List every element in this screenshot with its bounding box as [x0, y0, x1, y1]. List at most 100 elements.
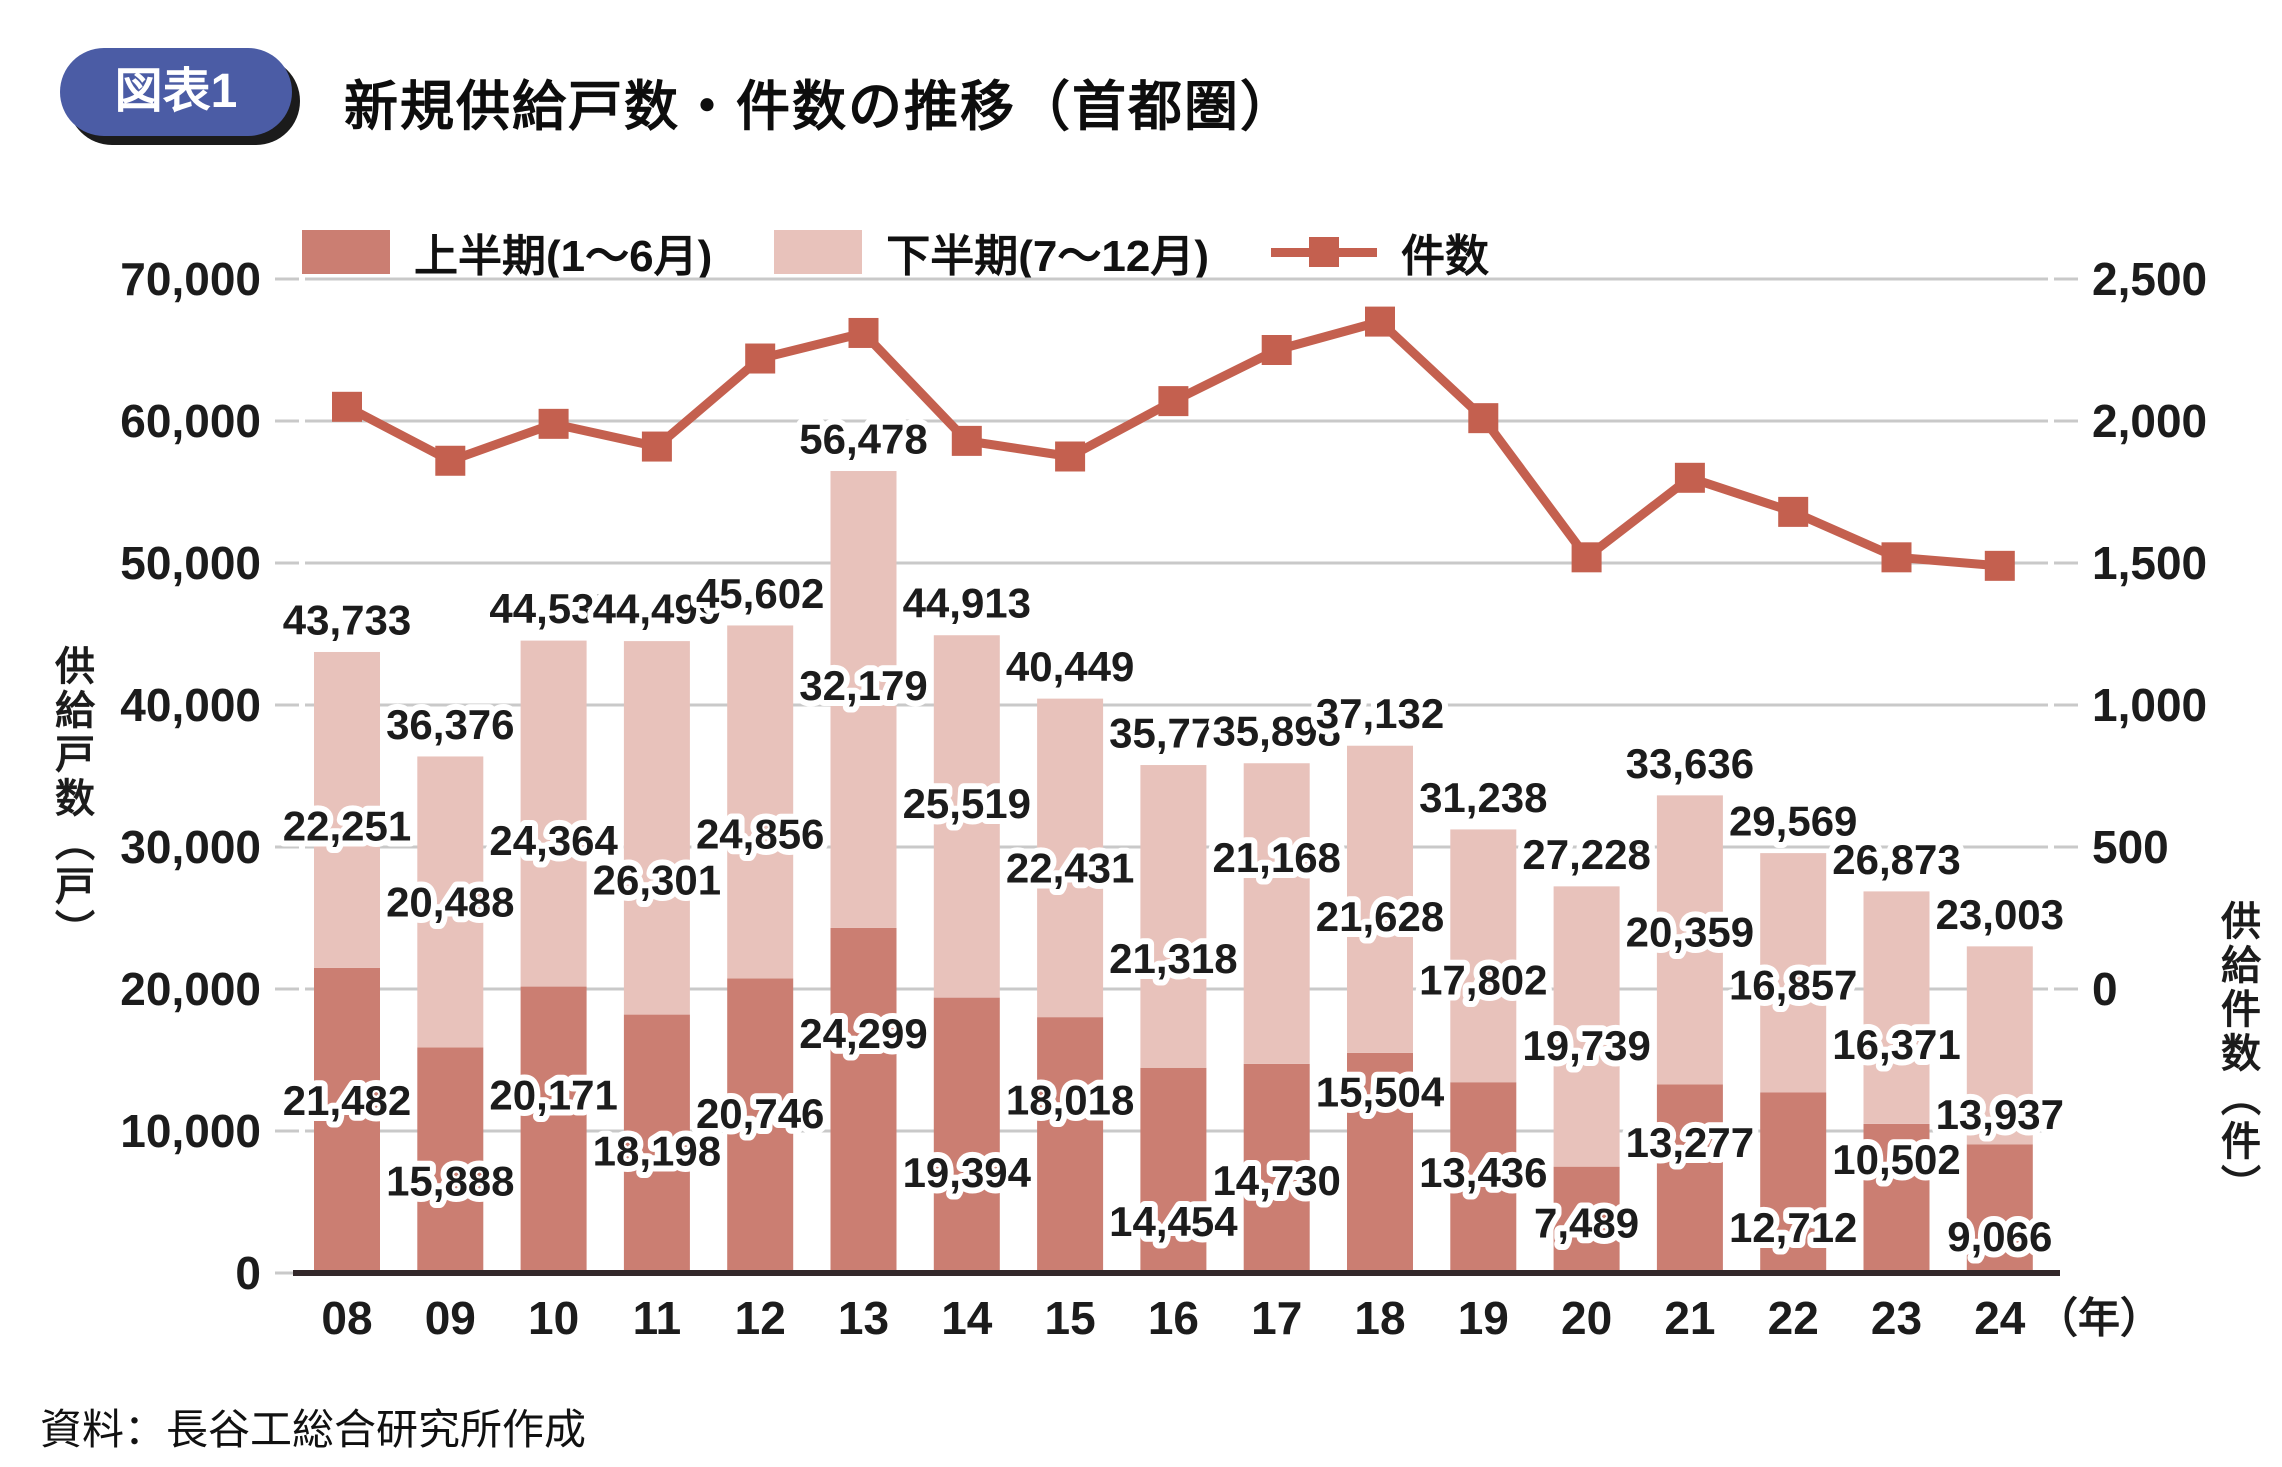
bar-second-half [1553, 886, 1620, 1167]
bar-first-half [623, 1014, 690, 1273]
data-label-first-half: 14,730 [1212, 1157, 1340, 1204]
bar-second-half [1863, 891, 1930, 1124]
data-label-first-half: 14,454 [1109, 1198, 1238, 1245]
bar-first-half [1966, 1144, 2033, 1273]
figure-badge: 図表1 [60, 48, 292, 136]
y-right-tick-label: 500 [2092, 821, 2169, 873]
bar-first-half [1656, 1084, 1723, 1273]
data-label-first-half: 13,277 [1626, 1119, 1754, 1166]
y-left-axis-title: 供給戸数（戸） [49, 645, 93, 953]
bar-first-half [1243, 1063, 1310, 1273]
data-label-total: 26,873 [1832, 836, 1960, 883]
x-tick-label: 24 [1974, 1292, 2026, 1344]
line-marker [1468, 403, 1499, 434]
x-tick-label: 09 [425, 1292, 476, 1344]
line-marker [1571, 542, 1602, 573]
legend-label-line: 件数 [1400, 232, 1489, 281]
x-tick-label: 22 [1768, 1292, 1819, 1344]
bar-second-half [520, 640, 587, 987]
bar-first-half [933, 997, 1000, 1273]
line-marker [435, 445, 466, 476]
x-tick-label: 13 [838, 1292, 889, 1344]
bar-first-half [1760, 1092, 1827, 1273]
data-label-second-half: 24,856 [696, 810, 824, 857]
bar-first-half [417, 1047, 484, 1273]
x-tick-label: 14 [941, 1292, 993, 1344]
data-label-total: 35,772 [1109, 710, 1237, 757]
y-right-axis-title: 供給件数（件） [2215, 900, 2259, 1208]
data-label-second-half: 25,519 [903, 780, 1031, 827]
data-label-second-half: 19,739 [1522, 1022, 1650, 1069]
bar-second-half [417, 756, 484, 1048]
line-marker [745, 343, 776, 374]
data-label-first-half: 9,066 [1947, 1213, 2052, 1260]
data-label-first-half: 18,198 [593, 1127, 721, 1174]
line-marker [1674, 462, 1705, 493]
legend-label-first-half: 上半期(1～6月) [414, 232, 713, 281]
line-marker [1984, 550, 2015, 581]
bar-second-half [623, 641, 690, 1015]
data-label-total: 31,238 [1419, 774, 1547, 821]
legend-label-second-half: 下半期(7～12月) [886, 232, 1209, 281]
data-label-first-half: 15,888 [386, 1158, 514, 1205]
bar-first-half [1140, 1067, 1207, 1273]
line-marker [1365, 306, 1395, 337]
bar-first-half [1863, 1123, 1930, 1273]
line-swatch [1270, 236, 1377, 267]
line-marker [641, 431, 672, 462]
bar-second-half [1656, 795, 1723, 1085]
data-label-second-half: 16,857 [1729, 961, 1857, 1008]
data-label-first-half: 18,018 [1006, 1077, 1134, 1124]
line-marker [538, 408, 569, 439]
bar-first-half [520, 986, 587, 1273]
data-label-total: 40,449 [1006, 643, 1134, 690]
data-label-first-half: 24,299 [799, 1010, 927, 1057]
y-left-tick-label: 20,000 [120, 963, 261, 1015]
y-left-tick-label: 60,000 [120, 395, 261, 447]
x-tick-label: 10 [528, 1292, 579, 1344]
x-tick-label: 17 [1251, 1292, 1302, 1344]
line-marker [848, 317, 879, 348]
data-label-total: 29,569 [1729, 798, 1857, 845]
data-label-first-half: 10,502 [1832, 1136, 1960, 1183]
first-half-swatch [302, 230, 390, 274]
bar-first-half [1347, 1052, 1413, 1273]
bar-first-half [314, 967, 380, 1273]
data-label-total: 36,376 [386, 701, 514, 748]
y-left-tick-label: 50,000 [120, 537, 261, 589]
data-label-second-half: 21,628 [1316, 893, 1444, 940]
y-left-tick-label: 70,000 [120, 253, 261, 305]
data-label-second-half: 16,371 [1832, 1021, 1960, 1068]
bar-second-half [933, 635, 1000, 998]
data-label-second-half: 26,301 [593, 856, 721, 903]
legend-item-second-half: 下半期(7～12月) [774, 220, 1209, 284]
bar-second-half [1450, 829, 1517, 1083]
data-label-first-half: 20,171 [489, 1071, 617, 1118]
bar-first-half [1553, 1166, 1620, 1273]
y-left-tick-label: 10,000 [120, 1105, 261, 1157]
data-label-total: 37,132 [1316, 690, 1444, 737]
data-label-total: 44,535 [489, 585, 617, 632]
data-label-first-half: 21,482 [283, 1077, 411, 1124]
x-tick-label: 11 [633, 1292, 682, 1344]
x-tick-label: 19 [1458, 1292, 1509, 1344]
line-marker [1778, 496, 1809, 527]
y-right-tick-label: 0 [2092, 963, 2118, 1015]
x-tick-label: 23 [1871, 1292, 1922, 1344]
data-label-total: 44,913 [903, 580, 1031, 627]
y-right-tick-label: 1,000 [2092, 679, 2207, 731]
bar-second-half [727, 625, 794, 979]
data-label-first-half: 19,394 [903, 1149, 1032, 1196]
x-tick-label: 15 [1045, 1292, 1096, 1344]
bar-second-half [1243, 763, 1310, 1064]
bar-second-half [1966, 946, 2033, 1145]
line-marker [951, 425, 982, 456]
data-label-second-half: 24,364 [489, 817, 618, 864]
source-note: 資料：長谷工総合研究所作成 [40, 1406, 587, 1453]
y-right-tick-label: 2,500 [2092, 253, 2207, 305]
data-label-second-half: 20,488 [386, 878, 514, 925]
data-label-first-half: 7,489 [1534, 1199, 1639, 1246]
y-right-tick-label: 1,500 [2092, 537, 2207, 589]
x-tick-label: 20 [1561, 1292, 1612, 1344]
